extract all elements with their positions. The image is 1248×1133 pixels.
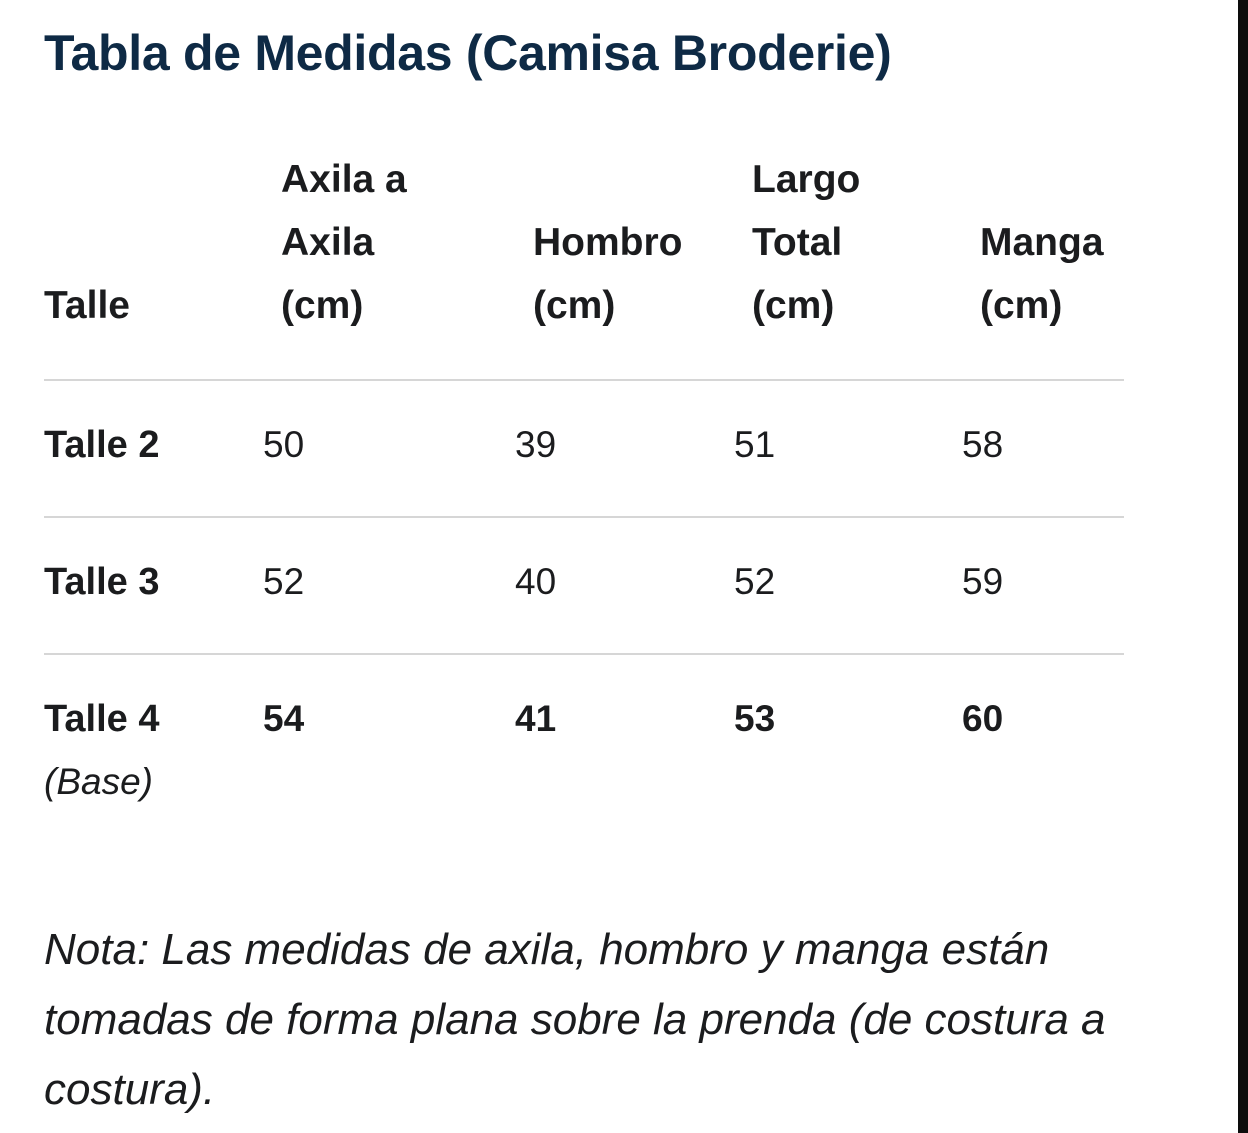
table-header-row: Talle Axila a Axila (cm) Hombro (cm) Lar… bbox=[44, 148, 1124, 381]
header-shoulder-line-1: Hombro bbox=[533, 221, 683, 264]
cell-armpit: 52 bbox=[263, 517, 515, 655]
cell-sleeve: 58 bbox=[962, 380, 1124, 518]
header-armpit: Axila a Axila (cm) bbox=[263, 148, 515, 381]
size-table: Talle Axila a Axila (cm) Hombro (cm) Lar… bbox=[44, 148, 1124, 814]
cell-sleeve: 59 bbox=[962, 517, 1124, 655]
cell-length: 51 bbox=[734, 380, 962, 518]
row-size-cell: Talle 4 (Base) bbox=[44, 654, 263, 814]
header-sleeve-line-2: (cm) bbox=[980, 284, 1063, 327]
cell-length: 53 bbox=[734, 698, 776, 739]
cell-armpit: 54 bbox=[263, 698, 305, 739]
cell-shoulder: 41 bbox=[515, 698, 557, 739]
header-shoulder: Hombro (cm) bbox=[515, 148, 734, 381]
row-size-label: Talle 2 bbox=[44, 380, 263, 518]
header-length-line-2: Total bbox=[752, 221, 843, 264]
measurement-note: Nota: Las medidas de axila, hombro y man… bbox=[44, 925, 1106, 1114]
screen-edge-bar bbox=[1238, 0, 1248, 1133]
header-sleeve-line-1: Manga bbox=[980, 221, 1104, 264]
table-row: Talle 3 52 40 52 59 bbox=[44, 517, 1124, 655]
page-title: Tabla de Medidas (Camisa Broderie) bbox=[44, 25, 892, 81]
cell-shoulder: 40 bbox=[515, 517, 734, 655]
row-size-label: Talle 3 bbox=[44, 517, 263, 655]
cell-armpit: 50 bbox=[263, 380, 515, 518]
row-size-label: Talle 4 bbox=[44, 698, 160, 740]
table-row: Talle 2 50 39 51 58 bbox=[44, 380, 1124, 518]
row-size-sublabel: (Base) bbox=[44, 761, 153, 802]
cell-shoulder: 39 bbox=[515, 380, 734, 518]
header-armpit-line-2: Axila bbox=[281, 221, 375, 264]
header-size-line: Talle bbox=[44, 284, 130, 327]
table-row: Talle 4 (Base) 54 41 53 60 bbox=[44, 654, 1124, 814]
header-length: Largo Total (cm) bbox=[734, 148, 962, 381]
header-length-line-1: Largo bbox=[752, 158, 861, 201]
header-armpit-line-3: (cm) bbox=[281, 284, 364, 327]
header-size: Talle bbox=[44, 148, 263, 381]
header-armpit-line-1: Axila a bbox=[281, 158, 407, 201]
header-sleeve: Manga (cm) bbox=[962, 148, 1124, 381]
cell-length: 52 bbox=[734, 517, 962, 655]
header-length-line-3: (cm) bbox=[752, 284, 835, 327]
cell-sleeve: 60 bbox=[962, 698, 1004, 739]
header-shoulder-line-2: (cm) bbox=[533, 284, 616, 327]
